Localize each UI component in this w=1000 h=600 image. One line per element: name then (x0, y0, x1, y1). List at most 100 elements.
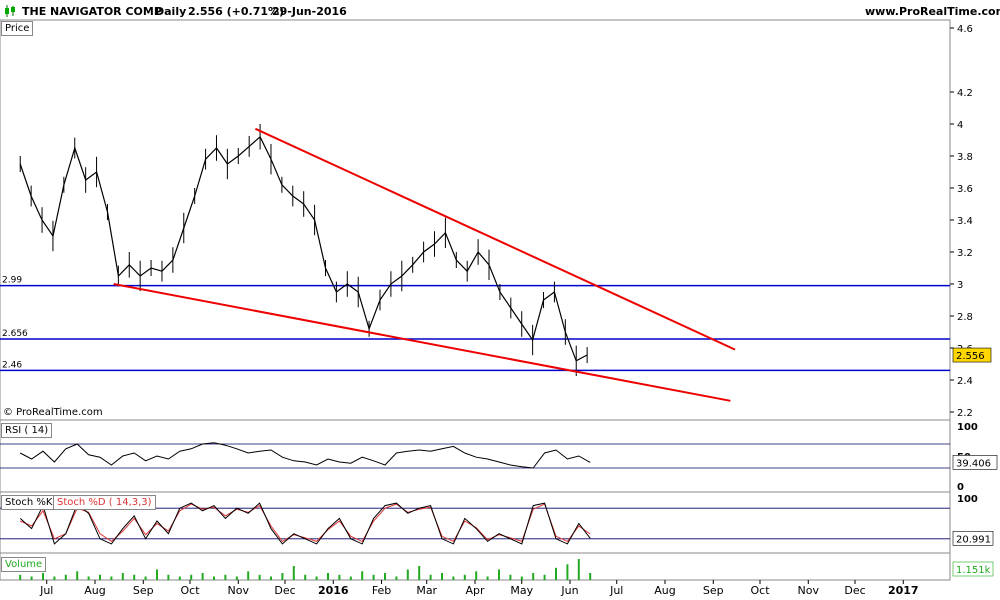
volume-bar (498, 569, 500, 580)
x-tick-label: Sep (133, 584, 154, 597)
volume-bar (201, 573, 204, 580)
x-tick-label: 2017 (888, 584, 919, 597)
volume-bar (30, 576, 33, 580)
volume-bar (566, 564, 569, 581)
volume-bar (589, 573, 592, 580)
x-tick-label: Dec (274, 584, 295, 597)
stoch-k-last-value: 20.991 (956, 534, 991, 545)
volume-bar (372, 574, 375, 581)
x-tick-label: Dec (844, 584, 865, 597)
chart-type-icon[interactable] (3, 3, 17, 17)
volume-bar (76, 571, 79, 581)
price-panel-label: Price (1, 21, 34, 36)
volume-bar (486, 576, 489, 580)
last-price-value: 2.556 (956, 351, 985, 362)
price-change: 2.556 (+0.71%) (188, 5, 285, 18)
chart-header: THE NAVIGATOR COMP Daily 2.556 (+0.71%) … (0, 0, 1000, 20)
volume-bar (121, 573, 124, 580)
volume-bar (270, 576, 272, 580)
volume-bar (110, 576, 113, 580)
symbol-name: THE NAVIGATOR COMP (22, 5, 162, 18)
volume-bar (156, 569, 158, 580)
x-tick-label: Jun (560, 584, 578, 597)
rsi-line (19, 442, 591, 469)
period: Daily (155, 5, 187, 18)
x-tick-label: Sep (703, 584, 724, 597)
last-price-badge (952, 347, 992, 363)
stoch-tick-label: 100 (957, 494, 978, 505)
volume-bar (190, 574, 193, 581)
date: 29-Jun-2016 (272, 5, 347, 18)
volume-bar (384, 573, 386, 580)
volume-bar (452, 576, 455, 580)
y-tick-label: 4.6 (957, 24, 973, 35)
volume-bar (555, 567, 557, 581)
volume-bar (520, 576, 523, 580)
x-tick-label: Nov (798, 584, 820, 597)
volume-bar (292, 566, 295, 580)
copyright: © ProRealTime.com (3, 407, 103, 418)
y-tick-label: 3.6 (957, 184, 973, 195)
x-tick-label: Feb (372, 584, 391, 597)
volume-bar (509, 574, 512, 581)
stoch-d-label: Stoch %D ( 14,3,3) (53, 495, 156, 510)
y-tick-label: 3.4 (957, 216, 973, 227)
rsi-tick-label: 100 (957, 422, 978, 433)
rsi-last-value: 39.406 (956, 458, 991, 469)
volume-bar (338, 574, 341, 581)
volume-bar (19, 574, 22, 581)
volume-bar (42, 573, 44, 580)
x-tick-label: Jul (39, 584, 53, 597)
x-tick-label: Nov (228, 584, 250, 597)
volume-bar (532, 573, 535, 580)
panel-frame (0, 19, 951, 421)
site-url[interactable]: www.ProRealTime.com (865, 5, 1000, 18)
panel-frame (0, 419, 951, 493)
y-tick-label: 2.2 (957, 408, 973, 419)
volume-bar (327, 573, 329, 580)
y-tick-label: 2.4 (957, 376, 973, 387)
volume-panel-label: Volume (1, 557, 47, 572)
y-tick-label: 4 (957, 120, 963, 131)
support-line-label: 2.656 (2, 329, 28, 339)
stoch-k-line (19, 502, 591, 545)
volume-bar (213, 576, 215, 580)
rsi-tick-label: 0 (957, 482, 964, 493)
volume-bar (304, 574, 307, 581)
volume-bar (441, 573, 443, 580)
volume-bar (258, 574, 261, 581)
x-tick-label: May (510, 584, 533, 597)
trend-line (254, 127, 736, 351)
volume-bar (224, 574, 227, 581)
volume-bar (247, 571, 250, 581)
volume-bar (64, 574, 67, 581)
volume-bar (418, 566, 421, 580)
volume-bar (99, 574, 101, 581)
volume-bar (235, 576, 238, 580)
stoch-k-label: Stoch %K (1, 495, 57, 510)
x-tick-label: Mar (416, 584, 437, 597)
y-tick-label: 3 (957, 280, 963, 291)
volume-bar (349, 576, 352, 580)
volume-bar (315, 576, 318, 580)
volume-bar (361, 571, 364, 581)
volume-bar (281, 573, 284, 580)
volume-bar (178, 576, 181, 580)
volume-bar (429, 574, 432, 581)
volume-bar (53, 576, 56, 580)
volume-bar (475, 571, 478, 581)
trend-line (113, 283, 731, 402)
stoch-k-badge (952, 530, 994, 546)
y-tick-label: 2.8 (957, 312, 973, 323)
volume-bar (577, 559, 580, 580)
price-line (19, 135, 588, 362)
x-tick-label: Aug (84, 584, 105, 597)
volume-bar (406, 569, 409, 580)
volume-bar (543, 574, 546, 581)
volume-bar (87, 576, 90, 580)
x-tick-label: Aug (654, 584, 675, 597)
support-line-label: 2.99 (2, 276, 22, 286)
volume-bar (144, 576, 147, 580)
x-tick-label: 2016 (318, 584, 349, 597)
